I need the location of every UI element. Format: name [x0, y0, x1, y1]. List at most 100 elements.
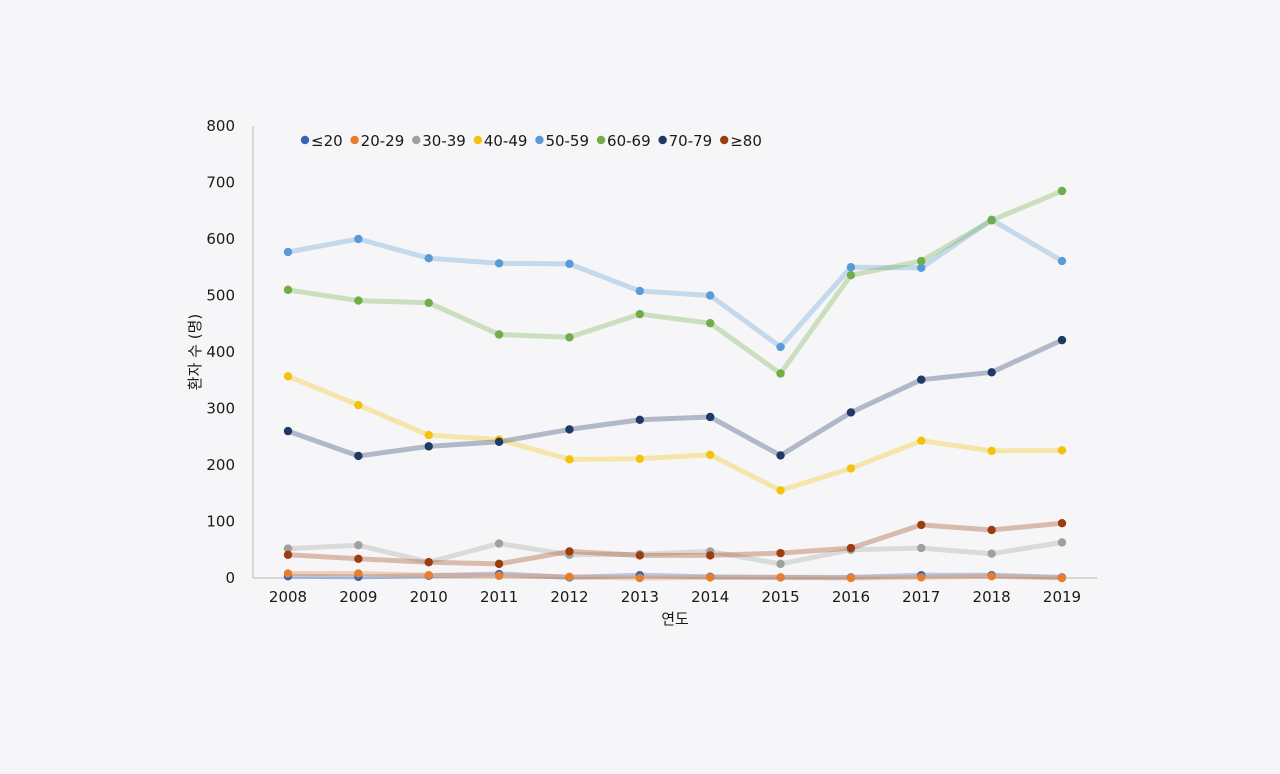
data-point: [776, 342, 785, 352]
data-point: [354, 400, 363, 410]
legend-label: 50-59: [545, 132, 589, 150]
data-point: [1057, 573, 1067, 583]
legend-item: 30-39: [412, 132, 466, 150]
data-point: [776, 486, 785, 495]
data-point: [565, 425, 574, 434]
legend-label: ≤20: [311, 132, 343, 150]
series-line-7: [285, 520, 1065, 567]
data-point: [917, 263, 926, 273]
x-tick-label: 2011: [480, 588, 518, 606]
series-lines: [285, 188, 1065, 581]
data-point: [987, 446, 996, 456]
data-point: [846, 543, 856, 553]
data-point: [565, 259, 574, 269]
data-point: [494, 437, 504, 447]
data-point: [705, 291, 715, 300]
x-tick-label: 2009: [339, 588, 377, 606]
x-tick-label: 2008: [269, 588, 307, 606]
data-point: [987, 525, 996, 535]
data-point: [917, 520, 926, 530]
data-point: [283, 372, 293, 381]
series-line-2: [285, 539, 1065, 567]
data-point: [635, 551, 645, 560]
legend-marker: [535, 135, 544, 145]
legend-label: 70-79: [669, 132, 713, 150]
data-point: [776, 548, 785, 558]
legend-label: 40-49: [484, 132, 528, 150]
data-point: [776, 451, 785, 460]
legend-item: ≤20: [300, 132, 343, 150]
legend-item: ≥80: [720, 132, 762, 150]
data-point: [424, 570, 433, 580]
legend-marker: [596, 135, 606, 145]
x-tick-label: 2019: [1043, 588, 1081, 606]
x-tick-label: 2016: [832, 588, 870, 606]
data-point: [283, 569, 293, 578]
data-point: [565, 333, 574, 342]
data-point: [354, 569, 363, 578]
data-point: [917, 375, 926, 384]
data-point: [494, 571, 504, 580]
data-point: [635, 309, 645, 319]
data-point: [635, 454, 645, 463]
data-point: [424, 298, 433, 308]
data-point: [846, 408, 856, 417]
data-point: [917, 543, 926, 553]
data-point: [1057, 186, 1067, 196]
data-point: [705, 551, 715, 560]
data-point: [705, 412, 715, 422]
data-point: [565, 547, 574, 556]
legend-item: 60-69: [596, 132, 651, 150]
data-point: [917, 436, 926, 445]
data-point: [283, 426, 293, 436]
data-point: [1057, 518, 1067, 528]
y-tick-label: 700: [206, 174, 235, 192]
legend-marker: [412, 135, 421, 145]
data-point: [987, 368, 996, 377]
series-line-0: [285, 571, 1065, 580]
series-line-5: [285, 188, 1065, 376]
y-tick-label: 600: [206, 230, 235, 248]
data-point: [565, 455, 574, 464]
data-point: [705, 450, 715, 460]
legend-item: 70-79: [658, 132, 712, 150]
legend-item: 50-59: [535, 132, 589, 150]
data-point: [494, 559, 504, 569]
legend-marker: [473, 135, 483, 145]
data-point: [1057, 446, 1067, 455]
data-point: [776, 559, 785, 569]
x-tick-label: 2015: [761, 588, 799, 606]
y-axis-title: 환자 수 (명): [186, 314, 204, 390]
legend-item: 20-29: [350, 132, 404, 150]
data-point: [846, 464, 856, 473]
x-tick-label: 2010: [410, 588, 448, 606]
data-point: [424, 557, 433, 567]
series-line-3: [285, 373, 1065, 493]
axes: [252, 126, 1097, 579]
data-point: [635, 286, 645, 296]
y-tick-label: 500: [206, 287, 235, 305]
y-tick-label: 200: [206, 456, 235, 474]
legend-label: 60-69: [607, 132, 651, 150]
data-point: [846, 263, 856, 272]
data-point: [424, 430, 433, 440]
data-point: [494, 539, 504, 548]
data-point: [354, 296, 363, 305]
data-point: [917, 573, 926, 582]
legend: ≤20 20-29 30-39 40-49 50-59 60-69 70-79 ≥80: [300, 132, 762, 150]
series-line-6: [285, 337, 1065, 459]
data-point: [987, 216, 996, 225]
x-tick-label: 2013: [621, 588, 659, 606]
series-line-1: [285, 571, 1065, 581]
legend-label: ≥80: [730, 132, 762, 150]
x-tick-label: 2012: [550, 588, 588, 606]
legend-item: 40-49: [473, 132, 528, 150]
data-point: [987, 572, 996, 581]
data-point: [283, 550, 293, 560]
y-tick-label: 400: [206, 343, 235, 361]
legend-marker: [350, 135, 359, 145]
y-tick-label: 800: [206, 117, 235, 135]
data-point: [354, 234, 363, 244]
data-point: [565, 572, 574, 582]
